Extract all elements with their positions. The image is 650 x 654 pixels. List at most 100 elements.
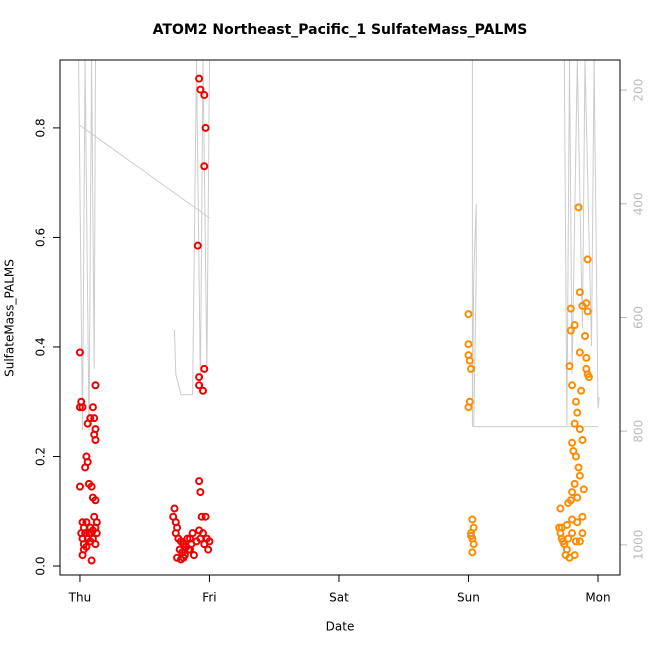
point (198, 386, 207, 395)
point (573, 408, 582, 417)
point (579, 485, 588, 494)
y-tick-label: 0.0 (34, 556, 48, 575)
point (566, 304, 575, 313)
point (578, 512, 587, 521)
point (90, 414, 99, 423)
point (170, 504, 179, 513)
point (570, 419, 579, 428)
point (570, 479, 579, 488)
y-tick-label: 0.8 (34, 118, 48, 137)
point (200, 91, 209, 100)
point (568, 381, 577, 390)
point (468, 548, 477, 557)
point (197, 512, 206, 521)
y2-tick-label: 400 (632, 192, 646, 215)
point (195, 381, 204, 390)
point (81, 529, 90, 538)
point (464, 403, 473, 412)
point (577, 386, 586, 395)
point (575, 425, 584, 434)
point (575, 348, 584, 357)
point (583, 307, 592, 316)
x-tick-label: Thu (68, 591, 92, 605)
point (556, 504, 565, 513)
point (90, 512, 99, 521)
point (570, 321, 579, 330)
point (195, 74, 204, 83)
x-tick-label: Sun (457, 591, 480, 605)
point (566, 326, 575, 335)
point (583, 255, 592, 264)
point (78, 551, 87, 560)
point (575, 288, 584, 297)
plot-frame (59, 59, 621, 576)
point (571, 452, 580, 461)
point (564, 499, 573, 508)
point (196, 85, 205, 94)
y-tick-label: 0.6 (34, 228, 48, 247)
y-axis-label: SulfateMass_PALMS (3, 259, 17, 377)
point (582, 299, 591, 308)
point (573, 493, 582, 502)
point (568, 438, 577, 447)
y2-tick-label: 800 (632, 420, 646, 443)
point (196, 534, 205, 543)
point (75, 482, 84, 491)
point (581, 332, 590, 341)
point (200, 162, 209, 171)
point (465, 356, 474, 365)
point (468, 515, 477, 524)
point (91, 496, 100, 505)
point (467, 364, 476, 373)
point (91, 381, 100, 390)
point (570, 551, 579, 560)
point (568, 515, 577, 524)
point (578, 436, 587, 445)
point (568, 488, 577, 497)
point (86, 537, 95, 546)
point (464, 310, 473, 319)
point (193, 241, 202, 250)
point (87, 556, 96, 565)
point (186, 534, 195, 543)
point (200, 540, 209, 549)
point (464, 340, 473, 349)
y-tick-label: 0.2 (34, 447, 48, 466)
point (91, 436, 100, 445)
point (201, 123, 210, 132)
point (88, 403, 97, 412)
y2-tick-label: 200 (632, 79, 646, 102)
x-tick-label: Mon (585, 591, 610, 605)
point (200, 364, 209, 373)
point (195, 477, 204, 486)
point (574, 463, 583, 472)
point (467, 531, 476, 540)
point (179, 553, 188, 562)
point (82, 518, 91, 527)
point (575, 537, 584, 546)
point (469, 540, 478, 549)
y2-tick-label: 1000 (632, 530, 646, 561)
point (196, 488, 205, 497)
point (564, 534, 573, 543)
point (81, 463, 90, 472)
x-tick-label: Fri (202, 591, 216, 605)
point (204, 545, 213, 554)
point (574, 203, 583, 212)
y2-tick-label: 600 (632, 306, 646, 329)
point (83, 419, 92, 428)
point (582, 353, 591, 362)
point (78, 403, 87, 412)
point (87, 482, 96, 491)
point (92, 529, 101, 538)
y-tick-label: 0.4 (34, 337, 48, 356)
point (568, 529, 577, 538)
x-axis-label: Date (326, 620, 355, 634)
point (575, 471, 584, 480)
point (565, 362, 574, 371)
point (584, 373, 593, 382)
point (189, 551, 198, 560)
